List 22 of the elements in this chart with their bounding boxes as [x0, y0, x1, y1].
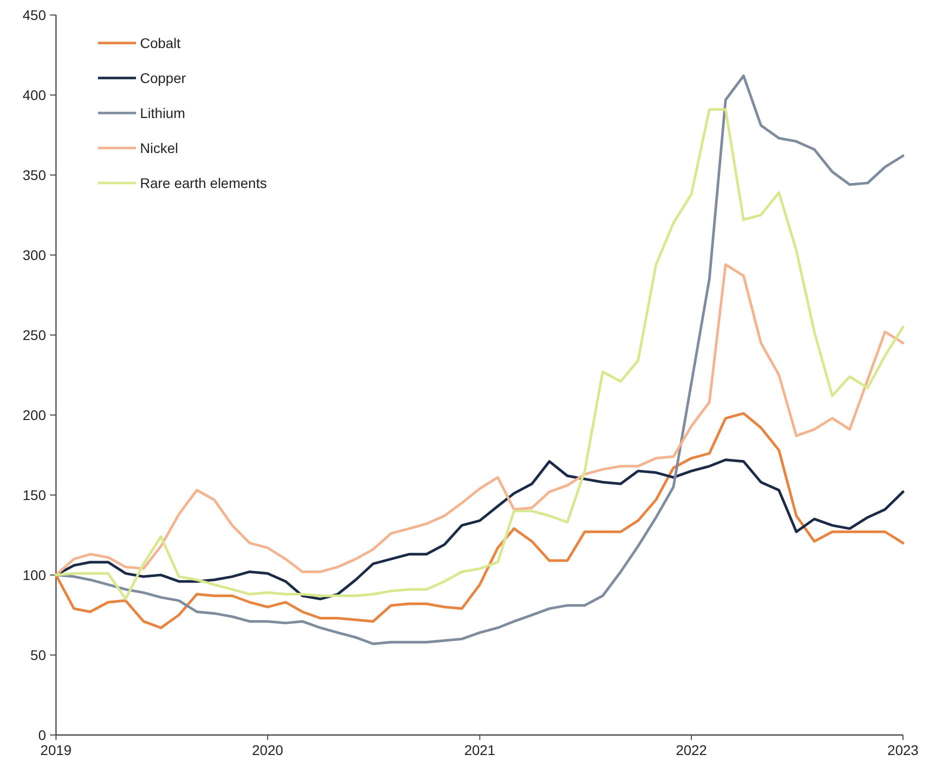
legend-label: Rare earth elements	[140, 174, 267, 191]
x-tick-label: 2023	[887, 742, 919, 758]
y-tick-label: 0	[38, 726, 46, 743]
y-tick-label: 450	[22, 6, 46, 23]
y-tick-label: 50	[30, 646, 46, 663]
y-tick-label: 350	[22, 166, 46, 183]
legend-label: Copper	[140, 70, 186, 86]
y-tick-label: 200	[22, 406, 46, 423]
y-tick-label: 300	[22, 246, 46, 263]
legend-label: Lithium	[140, 104, 186, 121]
y-tick-label: 400	[22, 86, 46, 103]
x-tick-label: 2021	[464, 742, 496, 758]
line-series	[54, 412, 904, 630]
line-series	[54, 263, 904, 576]
x-tick-label: 2019	[40, 742, 72, 758]
legend-label: Cobalt	[140, 34, 181, 51]
x-tick-label: 2020	[252, 742, 284, 758]
x-tick-label: 2022	[676, 742, 708, 758]
y-tick-label: 250	[22, 326, 46, 343]
y-tick-label: 150	[22, 486, 46, 503]
y-tick-label: 100	[22, 566, 46, 583]
legend-label: Nickel	[140, 140, 178, 156]
